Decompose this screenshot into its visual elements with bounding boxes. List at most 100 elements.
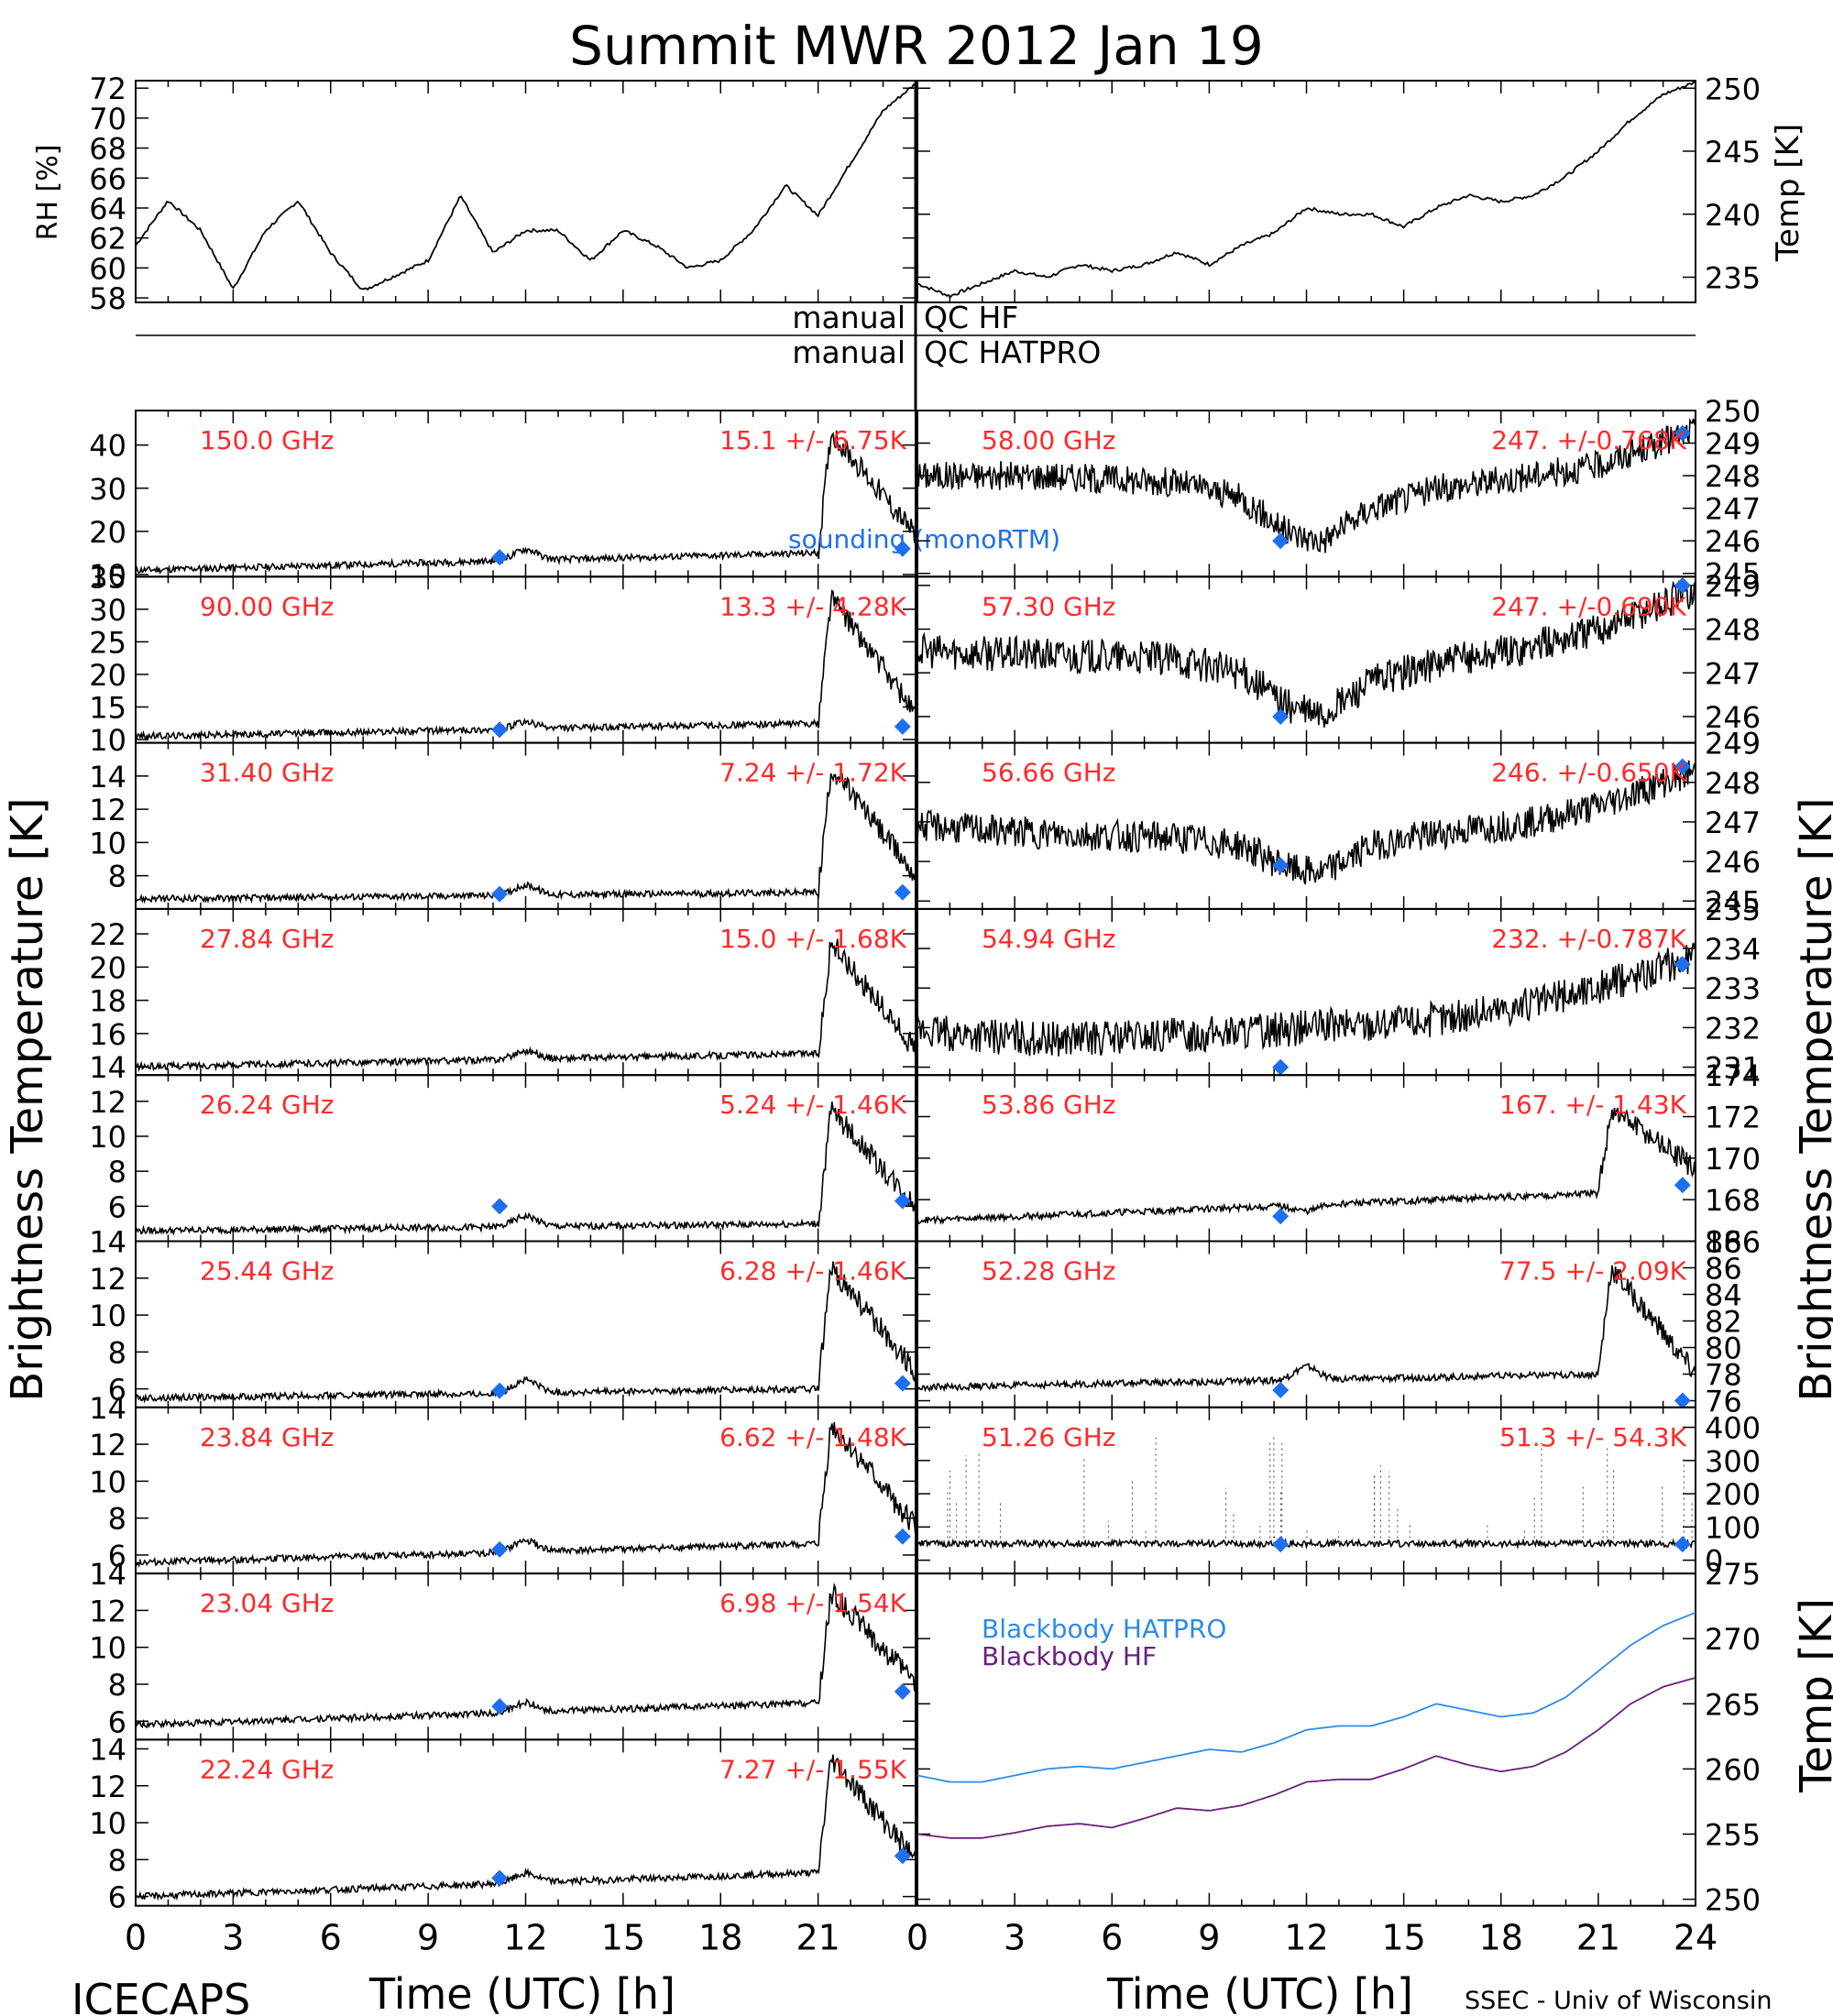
series-line-temp-0 — [916, 81, 1696, 299]
y-tick-label: 20 — [89, 950, 126, 985]
y-tick-label: 35 — [89, 560, 126, 595]
y-tick-label: 68 — [89, 132, 126, 167]
trace-ch5228 — [916, 1265, 1696, 1393]
channel-stats: 77.5 +/- 2.09K — [1499, 1256, 1686, 1287]
y-tick-label: 78 — [1705, 1358, 1742, 1393]
y-tick-label: 10 — [89, 1806, 126, 1841]
y-tick-label: 8 — [108, 1843, 126, 1878]
y-tick-label: 245 — [1705, 884, 1761, 919]
qc-hf-label: QC HF — [924, 300, 1018, 335]
sounding-marker — [491, 1540, 509, 1558]
bb-legend-1: Blackbody HF — [982, 1641, 1157, 1671]
y-tick-label: 200 — [1705, 1477, 1761, 1512]
trace-ch5386 — [916, 1107, 1696, 1225]
bt-left-axis-label: Brightness Temperature [K] — [2, 797, 53, 1401]
x-tick-label-left: 3 — [222, 1918, 244, 1958]
channel-label: 54.94 GHz — [982, 924, 1116, 954]
y-tick-label: 10 — [89, 1298, 126, 1333]
sounding-marker — [894, 883, 911, 901]
channel-label: 27.84 GHz — [200, 924, 335, 954]
y-tick-label: 14 — [89, 1225, 126, 1260]
x-tick-label-left: 6 — [320, 1918, 342, 1958]
series-line-rh-0 — [135, 83, 916, 291]
y-tick-label: 15 — [89, 690, 126, 725]
sounding-marker — [1272, 1381, 1290, 1398]
sounding-marker — [894, 718, 911, 735]
x-tick-label-left: 21 — [796, 1918, 840, 1958]
y-tick-label: 10 — [89, 558, 126, 593]
y-tick-label: 246 — [1705, 845, 1761, 880]
trace-ch5666 — [916, 760, 1696, 885]
frame-temp — [916, 80, 1696, 303]
project-label: ICECAPS — [71, 1975, 250, 2016]
series-line-blackbody-0 — [916, 1611, 1696, 1783]
chart-title: Summit MWR 2012 Jan 19 — [569, 15, 1264, 77]
y-tick-label: 248 — [1705, 766, 1761, 801]
y-tick-label: 233 — [1705, 971, 1761, 1006]
y-tick-label: 8 — [108, 1155, 126, 1189]
sounding-marker — [491, 721, 509, 739]
y-tick-label: 250 — [1705, 1883, 1761, 1918]
y-tick-label: 62 — [89, 222, 126, 257]
y-tick-label: 246 — [1705, 700, 1761, 735]
channel-stats: 5.24 +/- 1.46K — [719, 1090, 906, 1120]
y-tick-label: 76 — [1705, 1385, 1742, 1419]
sounding-marker — [1674, 1536, 1691, 1553]
y-tick-label: 250 — [1705, 71, 1761, 106]
trace-ch5730 — [916, 579, 1696, 728]
y-tick-label: 14 — [89, 1050, 126, 1085]
channel-label: 22.24 GHz — [200, 1754, 335, 1784]
channel-label: 56.66 GHz — [982, 758, 1116, 788]
y-tick-label: 247 — [1705, 656, 1761, 691]
credit-label: SSEC - Univ of Wisconsin — [1465, 1987, 1772, 2015]
channel-stats: 246. +/-0.650K — [1491, 758, 1686, 788]
x-tick-label-right: 9 — [1198, 1918, 1220, 1958]
trace-ch2544 — [135, 1261, 916, 1404]
temp-axis-label: Temp [K] — [1770, 124, 1806, 262]
channel-label: 52.28 GHz — [982, 1256, 1116, 1287]
y-tick-label: 6 — [108, 1189, 126, 1224]
channel-stats: 13.3 +/- 4.28K — [719, 591, 906, 621]
y-tick-label: 248 — [1705, 613, 1761, 648]
y-tick-label: 8 — [108, 860, 126, 894]
y-tick-label: 231 — [1705, 1051, 1761, 1086]
y-tick-label: 25 — [89, 625, 126, 660]
qc-hatpro-label: QC HATPRO — [924, 334, 1101, 370]
trace-ch3140 — [135, 770, 916, 904]
y-tick-label: 400 — [1705, 1411, 1761, 1446]
y-tick-label: 12 — [89, 793, 126, 827]
y-tick-label: 12 — [89, 1428, 126, 1463]
bb-legend-0: Blackbody HATPRO — [982, 1614, 1226, 1644]
x-tick-label-left: 18 — [698, 1918, 742, 1958]
y-tick-label: 6 — [108, 1373, 126, 1408]
y-tick-label: 14 — [89, 1732, 126, 1767]
qc-strip: manual QC HF manual QC HATPRO — [136, 300, 1696, 370]
y-tick-label: 10 — [89, 1631, 126, 1666]
sounding-marker — [894, 1375, 911, 1392]
y-tick-label: 235 — [1705, 261, 1761, 296]
y-tick-label: 245 — [1705, 557, 1761, 592]
y-tick-label: 8 — [108, 1668, 126, 1703]
x-tick-label-right: 21 — [1576, 1918, 1620, 1958]
trace-ch5126 — [916, 1537, 1696, 1550]
y-tick-label: 80 — [1705, 1331, 1742, 1366]
channel-label: 25.44 GHz — [200, 1256, 335, 1287]
y-tick-label: 40 — [89, 429, 126, 464]
y-tick-label: 255 — [1705, 1817, 1761, 1852]
channel-label: 58.00 GHz — [982, 425, 1116, 455]
trace-ch2304 — [135, 1582, 916, 1729]
x-axis-label-left: Time (UTC) [h] — [368, 1969, 675, 2016]
bt-right-axis-label: Brightness Temperature [K] — [1791, 797, 1833, 1401]
channel-stats: 7.24 +/- 1.72K — [719, 758, 906, 788]
y-tick-label: 234 — [1705, 932, 1761, 967]
y-tick-label: 14 — [89, 1557, 126, 1592]
channel-label: 23.84 GHz — [200, 1422, 335, 1452]
trace-ch2384 — [135, 1421, 916, 1568]
y-tick-label: 20 — [89, 658, 126, 693]
y-tick-label: 270 — [1705, 1622, 1761, 1657]
x-tick-label-left: 12 — [503, 1918, 547, 1958]
y-tick-label: 84 — [1705, 1278, 1742, 1313]
channel-stats: 247. +/-0.768K — [1491, 425, 1686, 455]
y-tick-label: 66 — [89, 161, 126, 196]
